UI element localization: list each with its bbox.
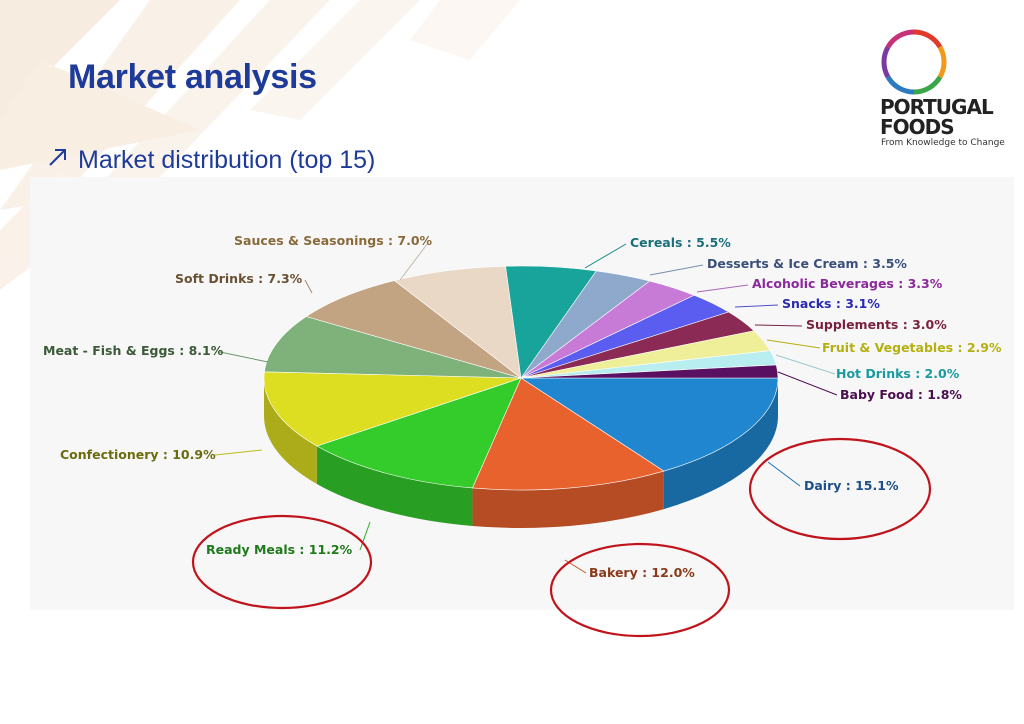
slice-label-fruit-vegetables: Fruit & Vegetables : 2.9% bbox=[822, 340, 1002, 355]
slice-label-soft-drinks: Soft Drinks : 7.3% bbox=[175, 271, 303, 286]
slide-title: Market analysis bbox=[68, 58, 317, 96]
leader-line bbox=[777, 371, 838, 396]
slice-label-desserts-ice-cream: Desserts & Ice Cream : 3.5% bbox=[707, 256, 907, 271]
slice-confectionery[interactable] bbox=[263, 371, 522, 447]
leader-line bbox=[734, 304, 779, 308]
slice-baby-food[interactable] bbox=[520, 364, 779, 379]
slice-dairy[interactable] bbox=[519, 377, 779, 472]
slice-meat-fish-eggs[interactable] bbox=[264, 316, 522, 379]
slice-side-confectionery bbox=[264, 378, 317, 485]
slice-bakery[interactable] bbox=[472, 377, 665, 491]
slice-side-bakery bbox=[472, 471, 664, 529]
leader-line bbox=[584, 243, 627, 269]
leader-line bbox=[399, 242, 429, 281]
slice-label-baby-food: Baby Food : 1.8% bbox=[840, 387, 962, 402]
highlight-circle-ready-meals bbox=[191, 514, 373, 610]
subtitle-text: Market distribution (top 15) bbox=[78, 146, 376, 174]
logo-text-line2: FOODS bbox=[880, 115, 955, 139]
leader-line bbox=[754, 324, 803, 327]
leader-line bbox=[766, 339, 821, 349]
arrow-up-right-icon bbox=[49, 149, 66, 166]
slice-label-supplements: Supplements : 3.0% bbox=[806, 317, 947, 332]
pie-labels: Dairy : 15.1% Bakery : 12.0% Ready Meals :… bbox=[43, 233, 1002, 580]
slice-label-cereals: Cereals : 5.5% bbox=[630, 235, 731, 250]
slice-label-snacks: Snacks : 3.1% bbox=[782, 296, 880, 311]
slice-soft-drinks[interactable] bbox=[305, 280, 522, 379]
slice-label-alcoholic-beverages: Alcoholic Beverages : 3.3% bbox=[752, 276, 943, 291]
highlight-circle-bakery bbox=[549, 542, 731, 638]
leader-line bbox=[304, 279, 313, 294]
pie-top bbox=[263, 265, 779, 491]
logo-text-line1: PORTUGAL bbox=[880, 95, 994, 119]
slice-label-sauces-seasonings: Sauces & Seasonings : 7.0% bbox=[234, 233, 433, 248]
highlight-circle-dairy bbox=[748, 437, 932, 541]
slice-label-ready-meals: Ready Meals : 11.2% bbox=[206, 542, 353, 557]
slice-label-dairy: Dairy : 15.1% bbox=[804, 478, 899, 493]
leader-line bbox=[775, 354, 836, 375]
leader-line bbox=[359, 521, 371, 551]
slice-side-dairy bbox=[663, 378, 778, 510]
slice-label-bakery: Bakery : 12.0% bbox=[589, 565, 695, 580]
slice-label-confectionery: Confectionery : 10.9% bbox=[60, 447, 216, 462]
leader-line bbox=[219, 351, 269, 363]
subtitle: Market distribution (top 15) bbox=[46, 146, 375, 175]
slice-label-meat-fish-eggs: Meat - Fish & Eggs : 8.1% bbox=[43, 343, 224, 358]
leader-line bbox=[767, 461, 801, 487]
slice-ready-meals[interactable] bbox=[316, 377, 522, 489]
slice-label-hot-drinks: Hot Drinks : 2.0% bbox=[836, 366, 960, 381]
highlight-circles bbox=[191, 437, 932, 638]
slice-sauces-seasonings[interactable] bbox=[393, 265, 522, 379]
logo-tagline: From Knowledge to Change bbox=[881, 138, 1005, 148]
slice-side-ready-meals bbox=[316, 446, 473, 526]
leader-line bbox=[214, 449, 263, 456]
pie-side-walls bbox=[264, 378, 778, 529]
leader-line bbox=[696, 284, 749, 293]
portugal-foods-logo-icon bbox=[881, 29, 947, 95]
leader-line bbox=[649, 264, 704, 276]
